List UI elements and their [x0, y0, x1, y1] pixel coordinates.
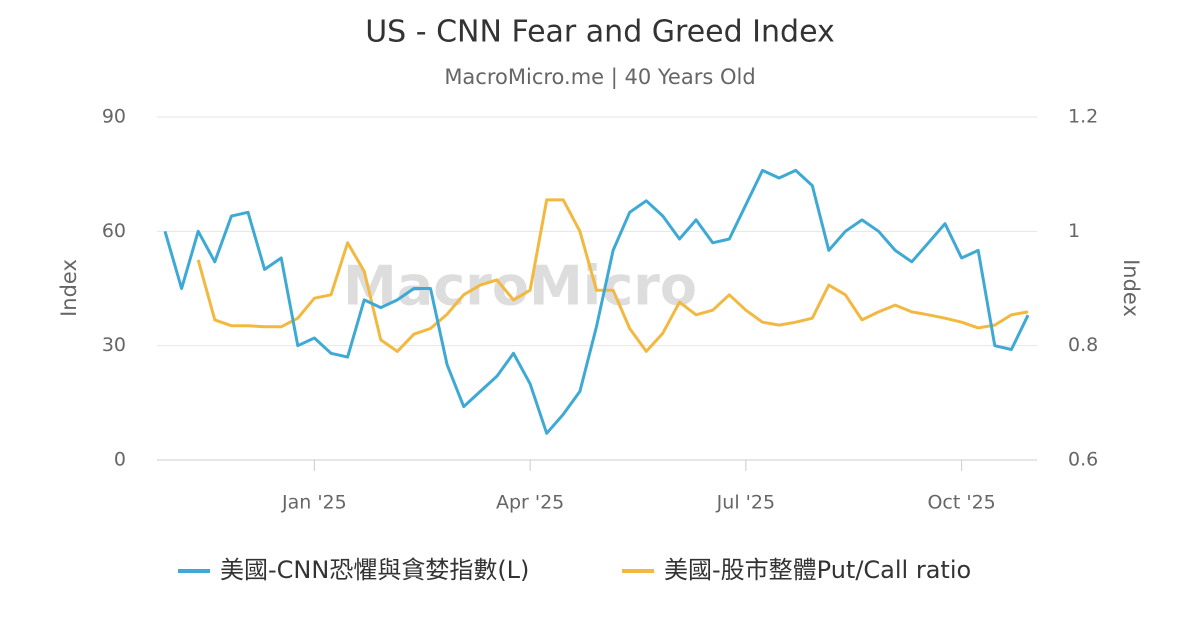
data-line	[196, 198, 1029, 353]
y-tick-label: 90	[102, 106, 126, 128]
y-tick-label: 60	[102, 220, 126, 242]
y2-tick-label: 0.8	[1068, 334, 1098, 356]
x-tick-label: Jan '25	[281, 492, 347, 514]
y-axis-title: Index	[57, 259, 81, 317]
y2-tick-label: 1.2	[1068, 106, 1098, 128]
chart-subtitle: MacroMicro.me | 40 Years Old	[444, 65, 755, 90]
y-tick-label: 30	[102, 334, 126, 356]
data-line	[163, 168, 1030, 435]
legend-label: 美國-股市整體Put/Call ratio	[664, 556, 971, 584]
watermark: MacroMicro	[343, 255, 697, 318]
x-tick-label: Jul '25	[716, 492, 775, 514]
y2-tick-label: 1	[1068, 220, 1080, 242]
chart-title: US - CNN Fear and Greed Index	[365, 15, 835, 50]
x-tick-label: Apr '25	[496, 492, 564, 514]
legend-label: 美國-CNN恐懼與貪婪指數(L)	[220, 556, 529, 584]
x-tick-label: Oct '25	[927, 492, 995, 514]
y-tick-label: 0	[114, 449, 126, 471]
y2-tick-label: 0.6	[1068, 449, 1098, 471]
y2-axis-title: Index	[1119, 259, 1143, 317]
